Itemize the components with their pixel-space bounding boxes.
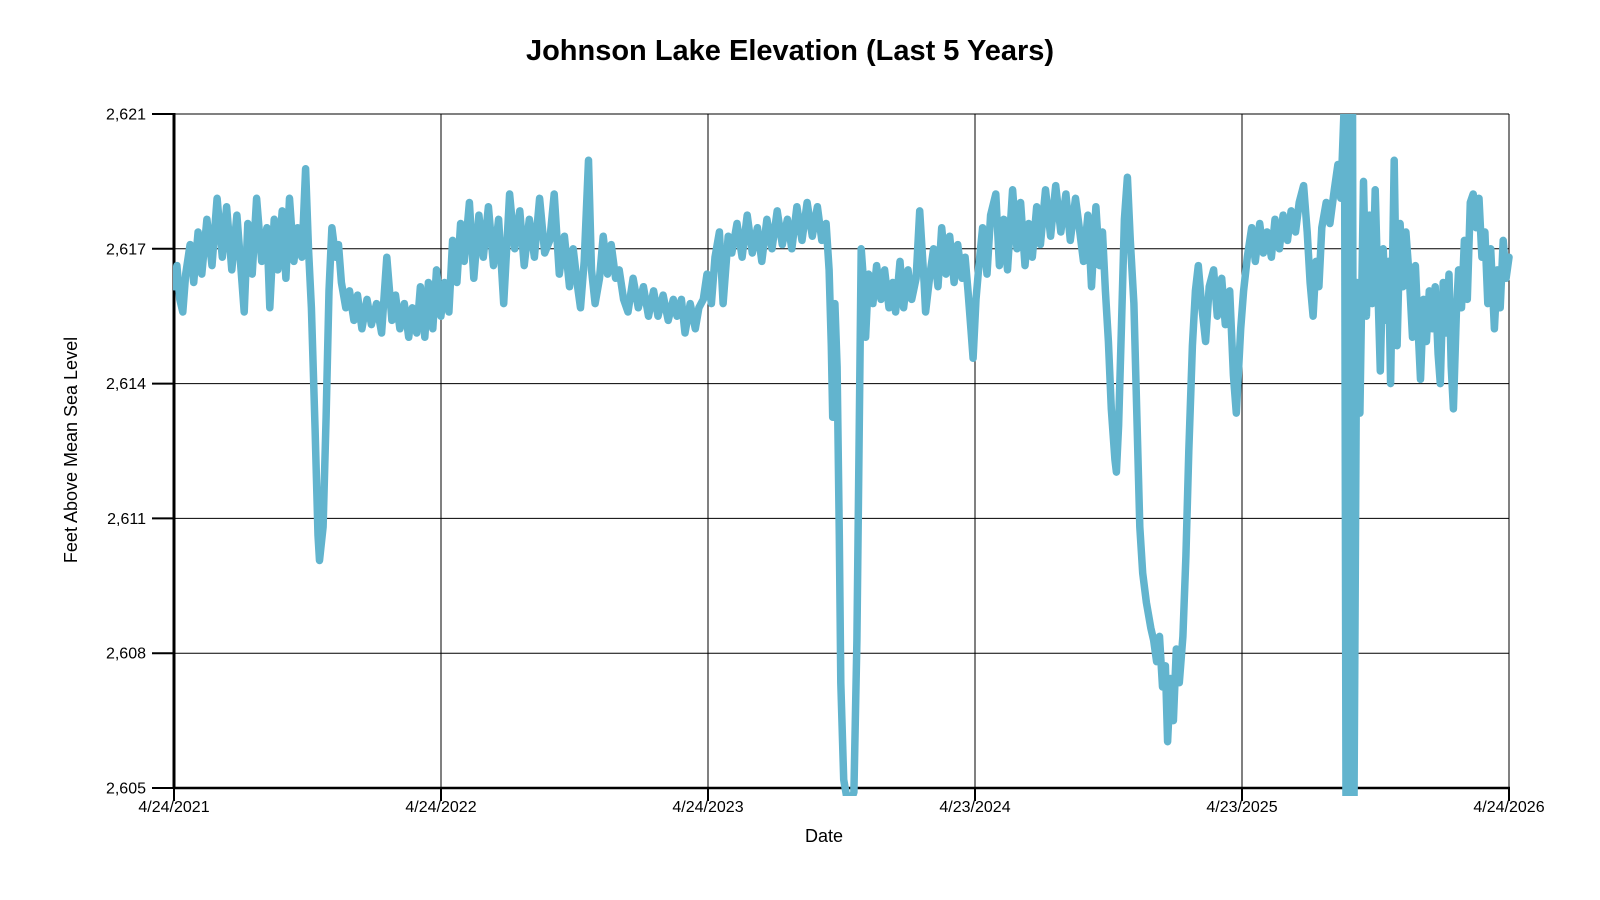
x-tick-labels: 4/24/2021 4/24/2022 4/24/2023 4/23/2024 4/23… [138,799,1544,816]
chart-title: Johnson Lake Elevation (Last 5 Years) [526,35,1054,67]
x-tick-label: 4/24/2023 [672,799,743,816]
y-tick-label: 2,605 [106,781,146,798]
y-axis-title: Feet Above Mean Sea Level [61,337,81,563]
x-axis-title: Date [805,826,843,846]
y-tick-label: 2,608 [106,646,146,663]
x-tick-label: 4/23/2024 [939,799,1010,816]
y-tick-labels: 2,621 2,617 2,614 2,611 2,608 2,605 [106,107,146,798]
y-tick-label: 2,617 [106,241,146,258]
x-tick-label: 4/23/2025 [1206,799,1277,816]
x-tick-label: 4/24/2022 [405,799,476,816]
y-tick-label: 2,611 [107,511,146,528]
x-tick-label: 4/24/2026 [1473,799,1544,816]
lake-elevation-line [173,114,1513,796]
y-tick-label: 2,614 [106,376,146,393]
x-tick-label: 4/24/2021 [138,799,209,816]
y-tick-label: 2,621 [106,107,146,124]
tick-marks [152,113,1510,801]
